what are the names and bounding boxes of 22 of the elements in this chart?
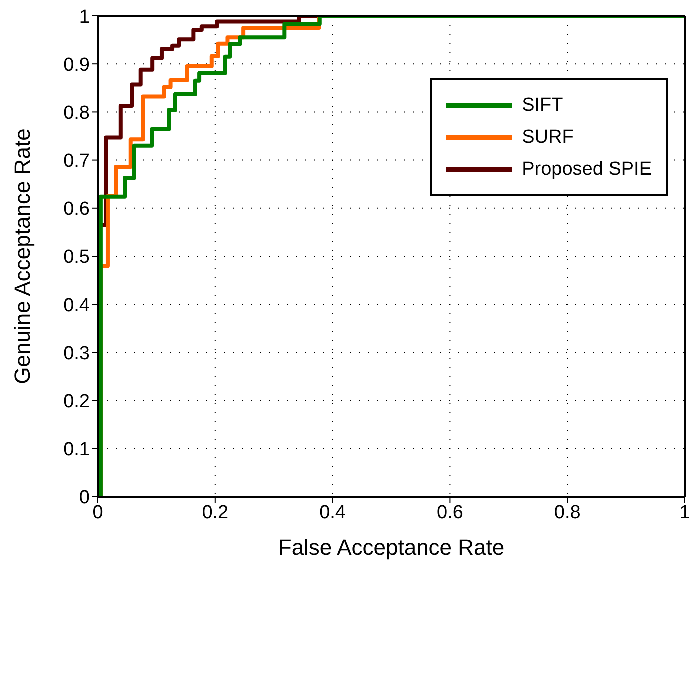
x-tick-label: 0.6: [436, 502, 464, 524]
x-tick-label: 0.4: [320, 502, 346, 524]
y-tick-label: 0.1: [64, 440, 90, 461]
legend-label: SIFT: [522, 95, 564, 117]
y-tick-label: 0.8: [64, 102, 90, 124]
y-axis-title: Genuine Acceptance Rate: [10, 128, 35, 384]
y-tick-label: 0.3: [64, 343, 90, 364]
x-tick-label: 0: [92, 502, 104, 524]
y-tick-label: 0.2: [64, 392, 90, 413]
y-tick-label: 0.7: [64, 151, 90, 172]
y-tick-label: 0.5: [64, 247, 90, 268]
legend-label: SURF: [522, 127, 574, 149]
y-tick-label: 1: [79, 6, 90, 28]
x-tick-label: 0.8: [554, 502, 581, 524]
x-tick-label: 0.2: [202, 502, 229, 524]
y-tick-label: 0.4: [64, 295, 90, 316]
y-tick-label: 0.6: [64, 199, 90, 220]
y-tick-label: 0.9: [64, 54, 90, 76]
x-tick-label: 1: [680, 502, 690, 524]
x-axis-title: False Acceptance Rate: [278, 535, 505, 560]
y-tick-label: 0: [79, 488, 90, 509]
legend-label: Proposed SPIE: [522, 159, 652, 181]
